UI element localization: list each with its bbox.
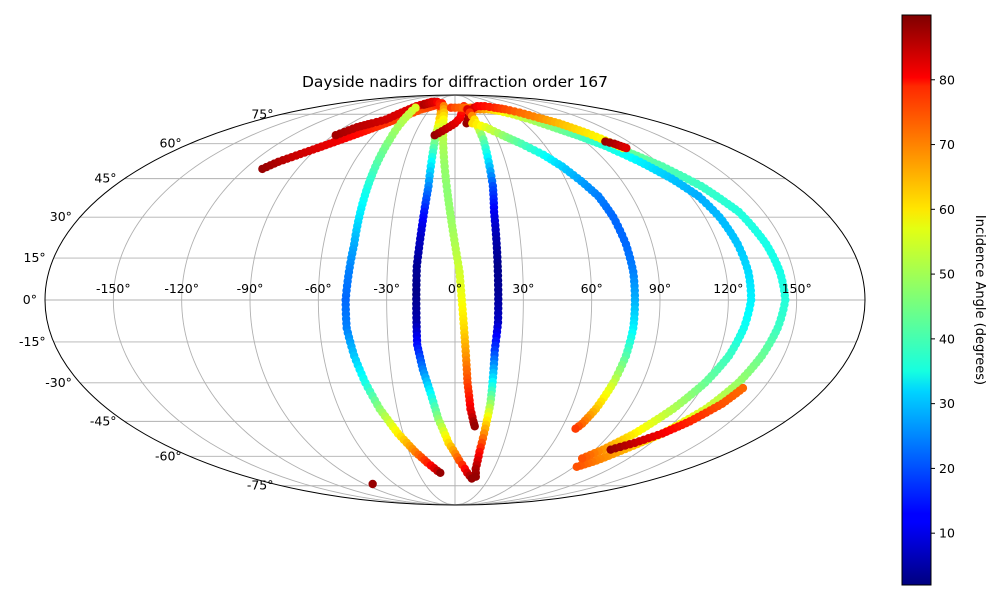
x-tick-label: 30° xyxy=(512,281,534,296)
y-tick-label: 0° xyxy=(23,292,37,307)
x-tick-label: 60° xyxy=(581,281,603,296)
colorbar-tick-label: 50 xyxy=(939,267,955,282)
data-point xyxy=(738,383,748,393)
y-tick-label: -60° xyxy=(155,448,182,463)
y-tick-label: -30° xyxy=(45,375,72,390)
x-tick-label: 150° xyxy=(782,281,812,296)
y-tick-label: -45° xyxy=(90,413,117,428)
x-tick-label: -30° xyxy=(373,281,400,296)
y-tick-label: 15° xyxy=(24,250,46,265)
y-tick-label: -75° xyxy=(247,478,274,493)
colorbar-tick-label: 20 xyxy=(939,461,955,476)
x-tick-label: -150° xyxy=(96,281,131,296)
map-boundary xyxy=(44,94,866,506)
y-tick-label: 30° xyxy=(50,209,72,224)
colorbar-ticks: 10 20 30 40 50 60 70 80 xyxy=(931,72,955,541)
x-tick-label: 120° xyxy=(713,281,743,296)
x-tick-labels: -150° -120° -90° -60° -30° 0° 30° 60° 90° 120° 150… xyxy=(96,281,812,296)
data-point xyxy=(470,422,479,431)
data-point xyxy=(622,143,631,153)
y-tick-label: 60° xyxy=(160,136,182,151)
data-point xyxy=(572,462,581,472)
x-tick-label: -120° xyxy=(164,281,199,296)
data-points xyxy=(258,97,790,489)
colorbar-tick-label: 60 xyxy=(939,202,955,217)
x-tick-label: -90° xyxy=(237,281,264,296)
data-point xyxy=(571,424,580,433)
data-point xyxy=(577,454,587,463)
chart-title: Dayside nadirs for diffraction order 167 xyxy=(302,73,608,91)
colorbar-tick-label: 10 xyxy=(939,526,955,541)
y-tick-label: 45° xyxy=(94,171,116,186)
x-tick-label: 90° xyxy=(649,281,671,296)
colorbar-tick-label: 40 xyxy=(939,331,955,346)
data-point xyxy=(436,468,445,478)
colorbar xyxy=(901,14,932,586)
data-point xyxy=(471,472,480,481)
x-tick-label: 0° xyxy=(448,281,462,296)
x-tick-label: -60° xyxy=(305,281,332,296)
colorbar-tick-label: 70 xyxy=(939,137,955,152)
y-tick-label: -15° xyxy=(19,334,46,349)
data-point xyxy=(368,479,377,489)
colorbar-label: Incidence Angle (degrees) xyxy=(972,215,987,385)
colorbar-tick-label: 80 xyxy=(939,72,955,87)
y-tick-labels: -75° -60° -45° -30° -15° 0° 15° 30° 45° 60° 75° xyxy=(19,106,273,492)
graticule-grid xyxy=(45,95,865,505)
colorbar-tick-label: 30 xyxy=(939,396,955,411)
y-tick-label: 75° xyxy=(251,106,273,121)
